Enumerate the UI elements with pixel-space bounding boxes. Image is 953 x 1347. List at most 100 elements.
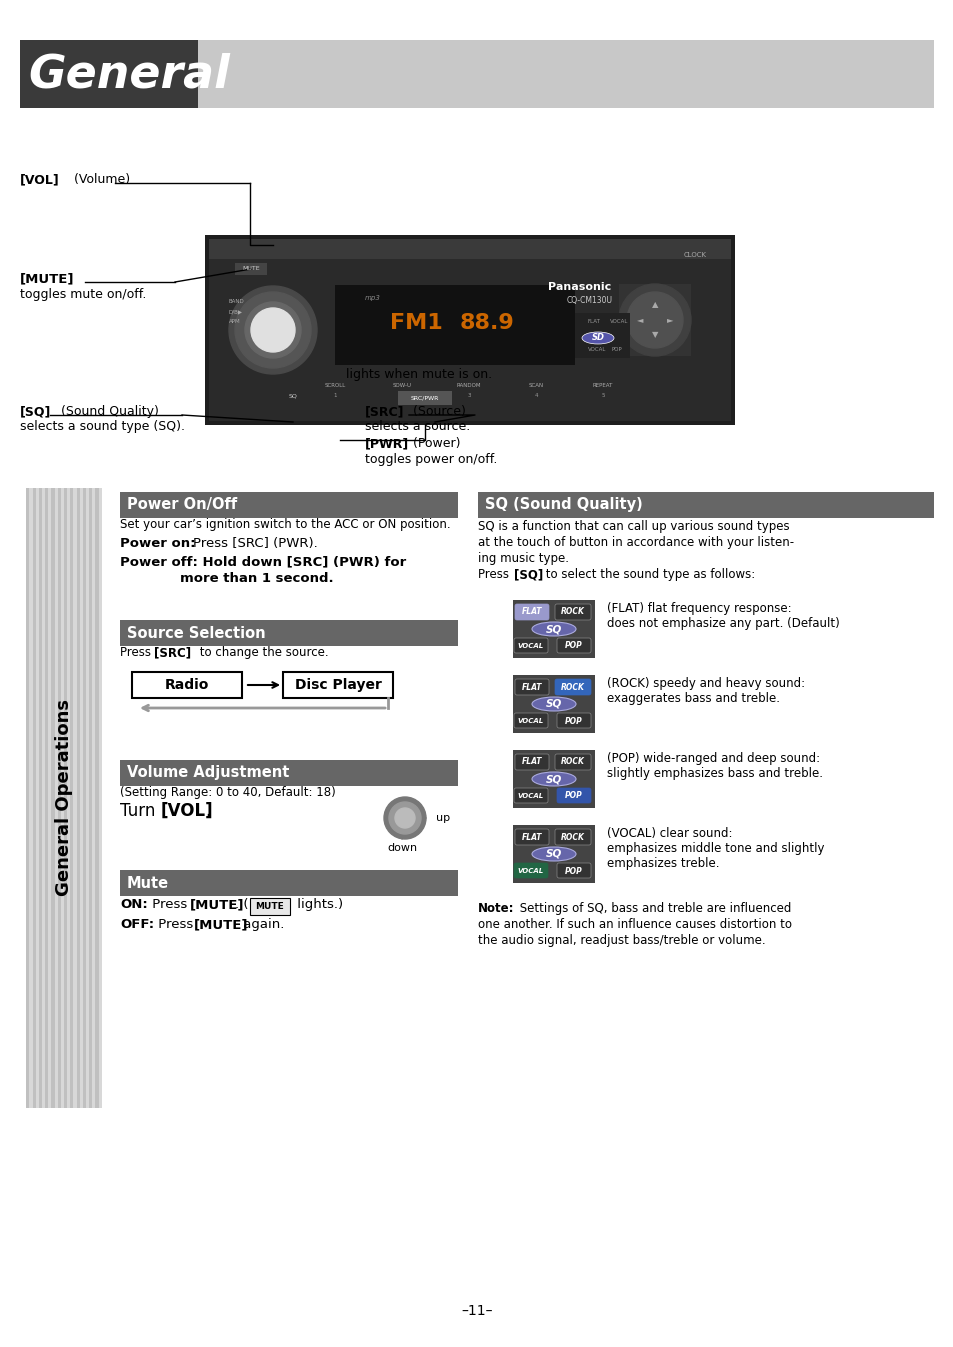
Bar xyxy=(95,488,98,1109)
Bar xyxy=(27,488,30,1109)
Text: selects a source.: selects a source. xyxy=(365,420,470,432)
FancyBboxPatch shape xyxy=(515,754,548,770)
Text: BAND: BAND xyxy=(229,299,245,304)
Text: Power off: Hold down [SRC] (PWR) for: Power off: Hold down [SRC] (PWR) for xyxy=(120,555,406,568)
Text: Radio: Radio xyxy=(165,678,209,692)
Text: 3: 3 xyxy=(467,393,470,397)
Text: up: up xyxy=(436,814,450,823)
Text: at the touch of button in accordance with your listen-: at the touch of button in accordance wit… xyxy=(477,536,793,550)
Text: 88.9: 88.9 xyxy=(459,313,515,333)
Bar xyxy=(120,760,457,787)
Bar xyxy=(120,492,457,519)
FancyBboxPatch shape xyxy=(557,863,590,878)
Text: Press: Press xyxy=(477,568,512,581)
Text: SRC/PWR: SRC/PWR xyxy=(411,396,438,400)
Ellipse shape xyxy=(532,847,576,861)
Bar xyxy=(102,488,105,1109)
Text: ROCK: ROCK xyxy=(560,607,584,617)
FancyBboxPatch shape xyxy=(555,828,590,845)
Text: FLAT: FLAT xyxy=(521,683,541,691)
Bar xyxy=(71,488,73,1109)
Text: selects a sound type (SQ).: selects a sound type (SQ). xyxy=(20,420,185,432)
Bar xyxy=(54,488,57,1109)
Text: Turn: Turn xyxy=(120,801,160,820)
Text: (Sound Quality): (Sound Quality) xyxy=(57,405,159,418)
Text: (FLAT) flat frequency response:: (FLAT) flat frequency response: xyxy=(606,602,791,616)
Text: [SRC]: [SRC] xyxy=(365,405,404,418)
Text: (POP) wide-ranged and deep sound:: (POP) wide-ranged and deep sound: xyxy=(606,752,820,765)
Ellipse shape xyxy=(581,331,614,343)
Text: OFF:: OFF: xyxy=(120,919,154,931)
FancyBboxPatch shape xyxy=(555,679,590,695)
Bar xyxy=(618,284,690,356)
Circle shape xyxy=(618,284,690,356)
Bar xyxy=(23,488,27,1109)
Text: Volume Adjustment: Volume Adjustment xyxy=(127,765,289,780)
Text: mp3: mp3 xyxy=(365,295,380,300)
Bar xyxy=(39,488,42,1109)
FancyBboxPatch shape xyxy=(557,638,590,653)
Text: ROCK: ROCK xyxy=(560,757,584,766)
Text: Panasonic: Panasonic xyxy=(548,282,611,292)
FancyBboxPatch shape xyxy=(557,788,590,803)
Text: POP: POP xyxy=(564,866,582,876)
Ellipse shape xyxy=(532,696,576,711)
FancyBboxPatch shape xyxy=(514,713,547,727)
Text: emphasizes middle tone and slightly: emphasizes middle tone and slightly xyxy=(606,842,823,855)
Circle shape xyxy=(626,292,682,348)
Text: slightly emphasizes bass and treble.: slightly emphasizes bass and treble. xyxy=(606,766,822,780)
Text: Press: Press xyxy=(148,898,192,911)
Text: VOCAL: VOCAL xyxy=(587,348,606,352)
Text: exaggerates bass and treble.: exaggerates bass and treble. xyxy=(606,692,780,704)
Bar xyxy=(513,599,595,657)
Text: lights.): lights.) xyxy=(293,898,343,911)
Bar xyxy=(64,488,67,1109)
Text: Press: Press xyxy=(120,647,154,659)
FancyBboxPatch shape xyxy=(555,754,590,770)
Text: SOW-U: SOW-U xyxy=(392,383,411,388)
Text: (Source): (Source) xyxy=(409,405,465,418)
Text: [SRC]: [SRC] xyxy=(153,647,191,659)
FancyBboxPatch shape xyxy=(557,713,590,727)
Circle shape xyxy=(384,797,426,839)
Ellipse shape xyxy=(532,622,576,636)
Bar xyxy=(234,263,267,275)
Text: SD: SD xyxy=(591,334,604,342)
Text: [PWR]: [PWR] xyxy=(365,436,409,450)
Text: down: down xyxy=(387,843,416,853)
FancyBboxPatch shape xyxy=(514,788,547,803)
Text: (VOCAL) clear sound:: (VOCAL) clear sound: xyxy=(606,827,732,841)
Text: General: General xyxy=(28,53,230,97)
Bar xyxy=(335,286,575,365)
Bar xyxy=(86,488,89,1109)
Text: MUTE: MUTE xyxy=(242,267,259,272)
Text: to select the sound type as follows:: to select the sound type as follows: xyxy=(541,568,755,581)
Bar xyxy=(250,898,290,915)
Text: D/B▶: D/B▶ xyxy=(229,308,243,314)
Text: toggles mute on/off.: toggles mute on/off. xyxy=(20,288,146,300)
Text: MUTE: MUTE xyxy=(255,902,284,911)
Text: –11–: –11– xyxy=(460,1304,493,1317)
Bar xyxy=(67,488,71,1109)
Bar xyxy=(513,675,595,733)
Text: Settings of SQ, bass and treble are influenced: Settings of SQ, bass and treble are infl… xyxy=(516,902,791,915)
Text: ing music type.: ing music type. xyxy=(477,552,568,564)
Bar xyxy=(120,620,457,647)
Text: ROCK: ROCK xyxy=(560,832,584,842)
Bar xyxy=(42,488,45,1109)
Bar xyxy=(198,40,933,108)
Text: (Power): (Power) xyxy=(409,436,460,450)
Text: Source Selection: Source Selection xyxy=(127,625,265,641)
Bar xyxy=(92,488,95,1109)
Bar xyxy=(35,488,39,1109)
Text: VOCAL: VOCAL xyxy=(517,643,543,649)
Text: Press [SRC] (PWR).: Press [SRC] (PWR). xyxy=(193,537,317,550)
Text: RANDOM: RANDOM xyxy=(456,383,480,388)
Bar xyxy=(105,488,108,1109)
Bar xyxy=(45,488,49,1109)
Bar xyxy=(132,672,242,698)
Circle shape xyxy=(245,302,301,358)
Bar xyxy=(513,750,595,808)
Text: .: . xyxy=(205,801,210,820)
Text: toggles power on/off.: toggles power on/off. xyxy=(365,453,497,466)
